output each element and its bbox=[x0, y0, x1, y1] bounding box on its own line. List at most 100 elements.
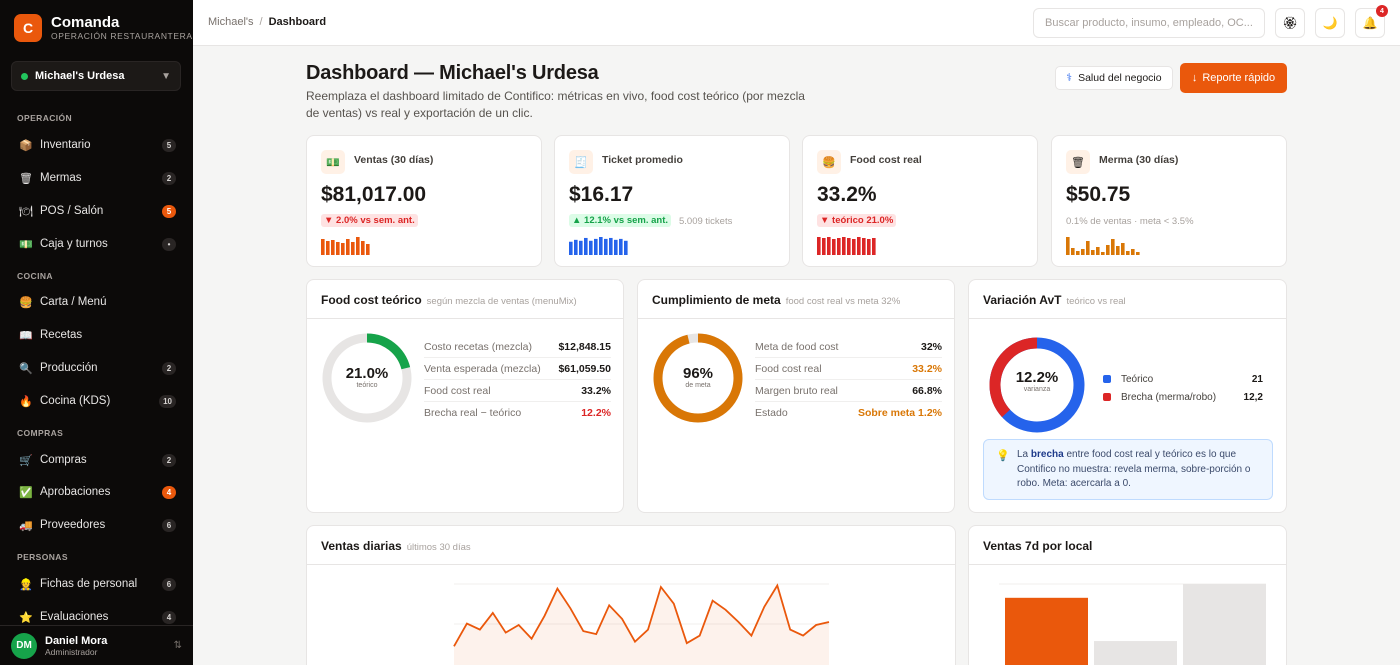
kpi-card-merma: 🗑 Merma (30 días) $50.75 0.1% de ventas … bbox=[1051, 135, 1287, 267]
notification-count: 4 bbox=[1376, 5, 1388, 17]
daily-sales-card: Ventas diarias últimos 30 días bbox=[306, 525, 956, 665]
breadcrumb-root[interactable]: Michael's bbox=[208, 16, 254, 28]
sidebar-item-fichas[interactable]: 👷 Fichas de personal 6 bbox=[0, 570, 193, 598]
star-icon: ⭐ bbox=[19, 611, 33, 624]
row-value: Sobre meta 1.2% bbox=[857, 407, 942, 419]
moon-icon: 🌙 bbox=[1322, 16, 1338, 30]
row-label: Costo recetas (mezcla) bbox=[424, 340, 532, 353]
location-bar[interactable] bbox=[1094, 641, 1177, 665]
spark-bar bbox=[832, 239, 836, 255]
production-icon: 🔍 bbox=[19, 362, 33, 375]
health-button[interactable]: ⚕ Salud del negocio bbox=[1055, 66, 1173, 90]
stethoscope-icon: ⚕ bbox=[1066, 72, 1073, 84]
report-button-label: Reporte rápido bbox=[1202, 72, 1276, 84]
notifications-button[interactable]: 🔔 4 bbox=[1355, 5, 1388, 38]
card-subtitle: food cost real vs meta 32% bbox=[785, 296, 901, 307]
sidebar-item-recetas[interactable]: 📖 Recetas bbox=[0, 321, 193, 349]
sidebar-item-caja[interactable]: 💵 Caja y turnos • bbox=[0, 230, 193, 258]
spark-bar bbox=[346, 239, 350, 255]
card-title: Ventas 7d por local bbox=[983, 539, 1093, 553]
sidebar-item-label: Recetas bbox=[40, 329, 83, 341]
spark-bar bbox=[1071, 248, 1075, 255]
count-badge: 2 bbox=[162, 361, 176, 375]
brand-subtitle: OPERACIÓN RESTAURANTERA bbox=[51, 31, 193, 41]
health-button-label: Salud del negocio bbox=[1078, 72, 1162, 84]
area-fill bbox=[454, 585, 829, 665]
spark-bar bbox=[827, 237, 831, 255]
user-menu[interactable]: DM Daniel Mora Administrador ⇅ bbox=[0, 625, 193, 665]
spark-bar bbox=[594, 238, 598, 255]
spark-bar bbox=[569, 241, 573, 255]
sidebar-item-label: POS / Salón bbox=[40, 205, 104, 217]
spark-bar bbox=[847, 238, 851, 255]
goal-table: Meta de food cost 32% Food cost real 33.2%… bbox=[755, 336, 942, 424]
sidebar-item-compras[interactable]: 🛒 Compras 2 bbox=[0, 446, 193, 474]
brand[interactable]: C Comanda OPERACIÓN RESTAURANTERA bbox=[14, 14, 193, 42]
topbar: Michael's / Dashboard Buscar producto, ins… bbox=[193, 0, 1400, 46]
sidebar-item-label: Caja y turnos bbox=[40, 238, 108, 250]
nav-section-operacion: OPERACIÓN bbox=[17, 113, 73, 123]
row-value: $12,848.15 bbox=[558, 340, 611, 353]
spark-bar bbox=[1086, 241, 1090, 255]
spark-bar bbox=[336, 242, 340, 255]
sidebar-item-inventario[interactable]: 📦 Inventario 5 bbox=[0, 131, 193, 159]
avt-card: Variación AvT teórico vs real 12.2% varian… bbox=[968, 279, 1287, 513]
food-cost-donut bbox=[322, 333, 412, 423]
legend-swatch bbox=[1103, 375, 1111, 383]
spark-bar bbox=[817, 237, 821, 255]
user-role: Administrador bbox=[45, 646, 98, 657]
spark-bar bbox=[1106, 245, 1110, 255]
sidebar-item-aprobaciones[interactable]: ✅ Aprobaciones 4 bbox=[0, 478, 193, 506]
sidebar-item-label: Mermas bbox=[40, 172, 82, 184]
legend-item: Brecha (merma/robo) 12,2 bbox=[1103, 388, 1263, 406]
sidebar-item-carta[interactable]: 🍔 Carta / Menú bbox=[0, 288, 193, 316]
page-title: Dashboard — Michael's Urdesa bbox=[306, 62, 599, 84]
sidebar-item-pos[interactable]: 🍽 POS / Salón 5 bbox=[0, 197, 193, 225]
count-badge: 5 bbox=[162, 138, 176, 152]
table-row: Margen bruto real 66.8% bbox=[755, 380, 942, 402]
kpi-change: ▲ 12.1% vs sem. ant. bbox=[569, 214, 672, 227]
sidebar-item-label: Producción bbox=[40, 362, 98, 374]
table-row: Meta de food cost 32% bbox=[755, 336, 942, 358]
breadcrumb-separator: / bbox=[259, 16, 263, 28]
sidebar-item-proveedores[interactable]: 🚚 Proveedores 6 bbox=[0, 511, 193, 539]
donut-value: 12.2% bbox=[1015, 369, 1059, 386]
sidebar-item-mermas[interactable]: 🗑 Mermas 2 bbox=[0, 164, 193, 192]
sidebar-item-cocina[interactable]: 🔥 Cocina (KDS) 10 bbox=[0, 387, 193, 415]
sparkline bbox=[1066, 237, 1140, 255]
row-label: Estado bbox=[755, 407, 788, 419]
lightbulb-icon: 💡 bbox=[996, 450, 1010, 462]
sidebar-item-label: Proveedores bbox=[40, 519, 106, 531]
location-selector[interactable]: Michael's Urdesa ▼ bbox=[11, 61, 181, 91]
row-value: $61,059.50 bbox=[558, 362, 611, 375]
kpi-value: $81,017.00 bbox=[321, 183, 427, 206]
breadcrumb: Michael's / Dashboard bbox=[208, 16, 326, 28]
row-value: 32% bbox=[920, 340, 942, 353]
theme-toggle[interactable]: 🌙 bbox=[1315, 8, 1345, 38]
sidebar-item-label: Inventario bbox=[40, 139, 91, 151]
spark-bar bbox=[1091, 250, 1095, 255]
spark-bar bbox=[321, 239, 325, 255]
spark-bar bbox=[331, 240, 335, 255]
spark-bar bbox=[366, 244, 370, 255]
sidebar-item-label: Evaluaciones bbox=[40, 611, 109, 623]
legend-item: Teórico 21 bbox=[1103, 370, 1263, 388]
spark-bar bbox=[857, 237, 861, 255]
kpi-card-ticket: 🧾 Ticket promedio $16.17 ▲ 12.1% vs sem.… bbox=[554, 135, 790, 267]
spark-bar bbox=[579, 240, 583, 255]
search-input[interactable]: Buscar producto, insumo, empleado, OC... bbox=[1033, 8, 1265, 38]
spark-bar bbox=[822, 238, 826, 255]
kpi-value: $16.17 bbox=[569, 183, 634, 206]
person-icon: 👷 bbox=[19, 578, 33, 591]
table-row: Costo recetas (mezcla) $12,848.15 bbox=[424, 336, 611, 358]
location-bar[interactable] bbox=[1183, 584, 1266, 665]
burger-icon: 🍔 bbox=[19, 296, 33, 309]
daily-sales-chart bbox=[453, 583, 830, 665]
spark-bar bbox=[624, 240, 628, 255]
location-bar[interactable] bbox=[1005, 597, 1088, 665]
sidebar-item-evaluaciones[interactable]: ⭐ Evaluaciones 4 bbox=[0, 603, 193, 631]
spark-bar bbox=[614, 239, 618, 255]
logo-button[interactable]: 🏵 bbox=[1275, 8, 1305, 38]
report-button[interactable]: ↓ Reporte rápido bbox=[1180, 63, 1287, 93]
sidebar-item-produccion[interactable]: 🔍 Producción 2 bbox=[0, 354, 193, 382]
